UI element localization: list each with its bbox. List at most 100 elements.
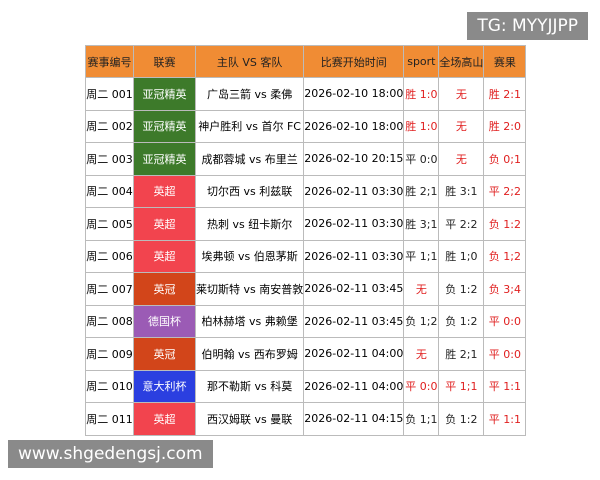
table-row: 周二 010 意大利杯 那不勒斯 vs 科莫 2026-02-11 04:00 平 0:…	[85, 369, 527, 403]
table-cell: 周二 011	[85, 402, 134, 436]
table-cell: 2026-02-10 18:00	[303, 109, 405, 143]
table-row: 周二 009 英冠 伯明翰 vs 西布罗姆 2026-02-11 04:00 无胜 2;…	[85, 337, 527, 371]
table-row: 周二 008 德国杯 柏林赫塔 vs 弗赖堡 2026-02-11 03:45 负 1;…	[85, 304, 527, 338]
table-cell: 无	[438, 142, 485, 176]
table-cell: 2026-02-11 03:30	[303, 239, 405, 273]
table-cell: 英超	[133, 174, 196, 208]
table-row: 周二 006 英超 埃弗顿 vs 伯恩茅斯 2026-02-11 03:30 平 1;1…	[85, 239, 527, 273]
table-cell: 周二 005	[85, 207, 134, 241]
header-cell: sport	[403, 45, 440, 78]
table-cell: 成都蓉城 vs 布里兰	[194, 142, 305, 176]
table-cell: 负 1;2	[483, 239, 527, 273]
table-cell: 周二 001	[85, 77, 134, 111]
table-cell: 负 0;1	[483, 142, 527, 176]
table-cell: 英超	[133, 402, 196, 436]
table-cell: 2026-02-11 04:00	[303, 337, 405, 371]
table-row: 周二 001 亚冠精英 广岛三箭 vs 柔佛 2026-02-10 18:00 胜 1:…	[85, 77, 527, 111]
table-cell: 无	[403, 337, 440, 371]
table-cell: 莱切斯特 vs 南安普敦	[194, 272, 305, 306]
table-cell: 负 1:2	[438, 272, 485, 306]
table-cell: 平 0:0	[483, 337, 527, 371]
match-table: 赛事编号 联赛 主队 VS 客队 比赛开始时间 sport 全场高山 赛果 周二 001 亚冠…	[85, 45, 527, 436]
table-cell: 平 1;1	[438, 369, 485, 403]
table-cell: 负 1:2	[483, 207, 527, 241]
table-cell: 胜 3:1	[438, 174, 485, 208]
table-cell: 2026-02-11 03:45	[303, 272, 405, 306]
header-cell: 赛果	[483, 45, 527, 78]
table-cell: 平 1:1	[483, 369, 527, 403]
table-cell: 周二 008	[85, 304, 134, 338]
header-cell: 联赛	[133, 45, 196, 78]
table-cell: 2026-02-11 03:30	[303, 207, 405, 241]
header-row: 赛事编号 联赛 主队 VS 客队 比赛开始时间 sport 全场高山 赛果	[85, 45, 527, 78]
table-cell: 平 1:1	[483, 402, 527, 436]
table-cell: 亚冠精英	[133, 77, 196, 111]
table-row: 周二 007 英冠 莱切斯特 vs 南安普敦 2026-02-11 03:45 无负 1…	[85, 272, 527, 306]
table-cell: 埃弗顿 vs 伯恩茅斯	[194, 239, 305, 273]
table-cell: 英超	[133, 207, 196, 241]
table-cell: 胜 2;1	[438, 337, 485, 371]
header-cell: 主队 VS 客队	[194, 45, 305, 78]
table-cell: 胜 2:0	[483, 109, 527, 143]
table-cell: 广岛三箭 vs 柔佛	[194, 77, 305, 111]
table-cell: 负 1;1	[403, 402, 440, 436]
table-cell: 德国杯	[133, 304, 196, 338]
table-cell: 无	[438, 77, 485, 111]
table-cell: 负 1:2	[438, 402, 485, 436]
table-row: 周二 004 英超 切尔西 vs 利兹联 2026-02-11 03:30 胜 2;1 胜…	[85, 174, 527, 208]
table-cell: 2026-02-11 04:00	[303, 369, 405, 403]
table-cell: 意大利杯	[133, 369, 196, 403]
table-cell: 西汉姆联 vs 曼联	[194, 402, 305, 436]
table-cell: 2026-02-10 18:00	[303, 77, 405, 111]
table-cell: 周二 002	[85, 109, 134, 143]
watermark: www.shgedengsj.com	[8, 440, 213, 468]
table-cell: 周二 003	[85, 142, 134, 176]
table-cell: 胜 3;1	[403, 207, 440, 241]
table-cell: 平 2:2	[438, 207, 485, 241]
table-cell: 周二 006	[85, 239, 134, 273]
table-cell: 2026-02-10 20:15	[303, 142, 405, 176]
watermark: TG: MYYJJPP	[467, 12, 588, 40]
table-cell: 柏林赫塔 vs 弗赖堡	[194, 304, 305, 338]
table-cell: 平 0:0	[483, 304, 527, 338]
table-row: 周二 005 英超 热刺 vs 纽卡斯尔 2026-02-11 03:30 胜 3;1 平…	[85, 207, 527, 241]
table-cell: 那不勒斯 vs 科莫	[194, 369, 305, 403]
table-cell: 无	[403, 272, 440, 306]
table-cell: 胜 1;0	[438, 239, 485, 273]
table-cell: 英冠	[133, 272, 196, 306]
table-cell: 周二 004	[85, 174, 134, 208]
table-cell: 负 1;2	[403, 304, 440, 338]
header-cell: 比赛开始时间	[303, 45, 405, 78]
table-cell: 平 0:0	[403, 142, 440, 176]
table-cell: 平 1;1	[403, 239, 440, 273]
table-cell: 2026-02-11 04:15	[303, 402, 405, 436]
table-row: 周二 003 亚冠精英 成都蓉城 vs 布里兰 2026-02-10 20:15 平 0…	[85, 142, 527, 176]
table-cell: 亚冠精英	[133, 142, 196, 176]
table-cell: 伯明翰 vs 西布罗姆	[194, 337, 305, 371]
table-cell: 英冠	[133, 337, 196, 371]
table-cell: 平 2;2	[483, 174, 527, 208]
table-row: 周二 011 英超 西汉姆联 vs 曼联 2026-02-11 04:15 负 1;1 负…	[85, 402, 527, 436]
table-cell: 切尔西 vs 利兹联	[194, 174, 305, 208]
table-cell: 胜 2:1	[483, 77, 527, 111]
table-cell: 胜 1:0	[403, 77, 440, 111]
table-cell: 无	[438, 109, 485, 143]
table-cell: 胜 2;1	[403, 174, 440, 208]
table-cell: 亚冠精英	[133, 109, 196, 143]
table-cell: 2026-02-11 03:30	[303, 174, 405, 208]
table-cell: 周二 007	[85, 272, 134, 306]
table-cell: 周二 009	[85, 337, 134, 371]
table-cell: 胜 1:0	[403, 109, 440, 143]
table-cell: 平 0:0	[403, 369, 440, 403]
table-cell: 2026-02-11 03:45	[303, 304, 405, 338]
table-cell: 负 3;4	[483, 272, 527, 306]
table-cell: 负 1:2	[438, 304, 485, 338]
header-cell: 全场高山	[438, 45, 485, 78]
table-row: 周二 002 亚冠精英 神户胜利 vs 首尔 FC 2026-02-10 18:00 胜…	[85, 109, 527, 143]
table-cell: 热刺 vs 纽卡斯尔	[194, 207, 305, 241]
table-cell: 周二 010	[85, 369, 134, 403]
header-cell: 赛事编号	[85, 45, 134, 78]
table-cell: 英超	[133, 239, 196, 273]
table-cell: 神户胜利 vs 首尔 FC	[194, 109, 305, 143]
